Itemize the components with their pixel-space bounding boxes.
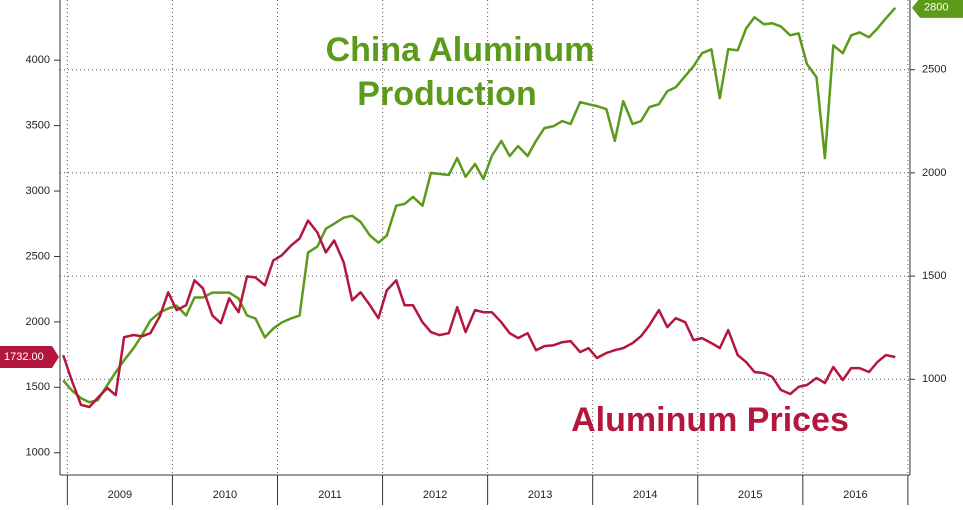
- annotation: China Aluminum: [326, 31, 595, 69]
- y2-tick-label: 2500: [922, 64, 946, 76]
- y-tick-label: 3500: [26, 120, 50, 132]
- x-tick-label: 2011: [318, 489, 342, 501]
- last-value-box: [0, 345, 59, 368]
- y-tick-label: 1000: [26, 447, 50, 459]
- x-tick-label: 2016: [843, 489, 867, 501]
- last-value-box: [912, 0, 963, 18]
- x-tick-label: 2013: [528, 489, 552, 501]
- annotation: Aluminum Prices: [571, 401, 849, 439]
- y2-tick-label: 2000: [922, 167, 946, 179]
- series-line: [62, 219, 896, 409]
- y-tick-label: 4000: [26, 54, 50, 66]
- x-tick-label: 2014: [633, 489, 657, 501]
- x-tick-label: 2010: [213, 489, 237, 501]
- series-line: [62, 6, 897, 404]
- y2-tick-label: 1500: [922, 270, 946, 282]
- x-tick-label: 2009: [108, 489, 132, 501]
- last-value-label: 2800: [924, 2, 948, 14]
- annotation: Production: [357, 75, 536, 113]
- y-tick-label: 2000: [26, 316, 50, 328]
- x-tick-label: 2012: [423, 489, 447, 501]
- y-tick-label: 2500: [26, 250, 50, 262]
- x-tick-label: 2015: [738, 489, 762, 501]
- last-value-label: 1732.00: [4, 351, 44, 363]
- y2-tick-label: 1000: [922, 373, 946, 385]
- y-tick-label: 3000: [26, 185, 50, 197]
- y-tick-label: 1500: [26, 381, 50, 393]
